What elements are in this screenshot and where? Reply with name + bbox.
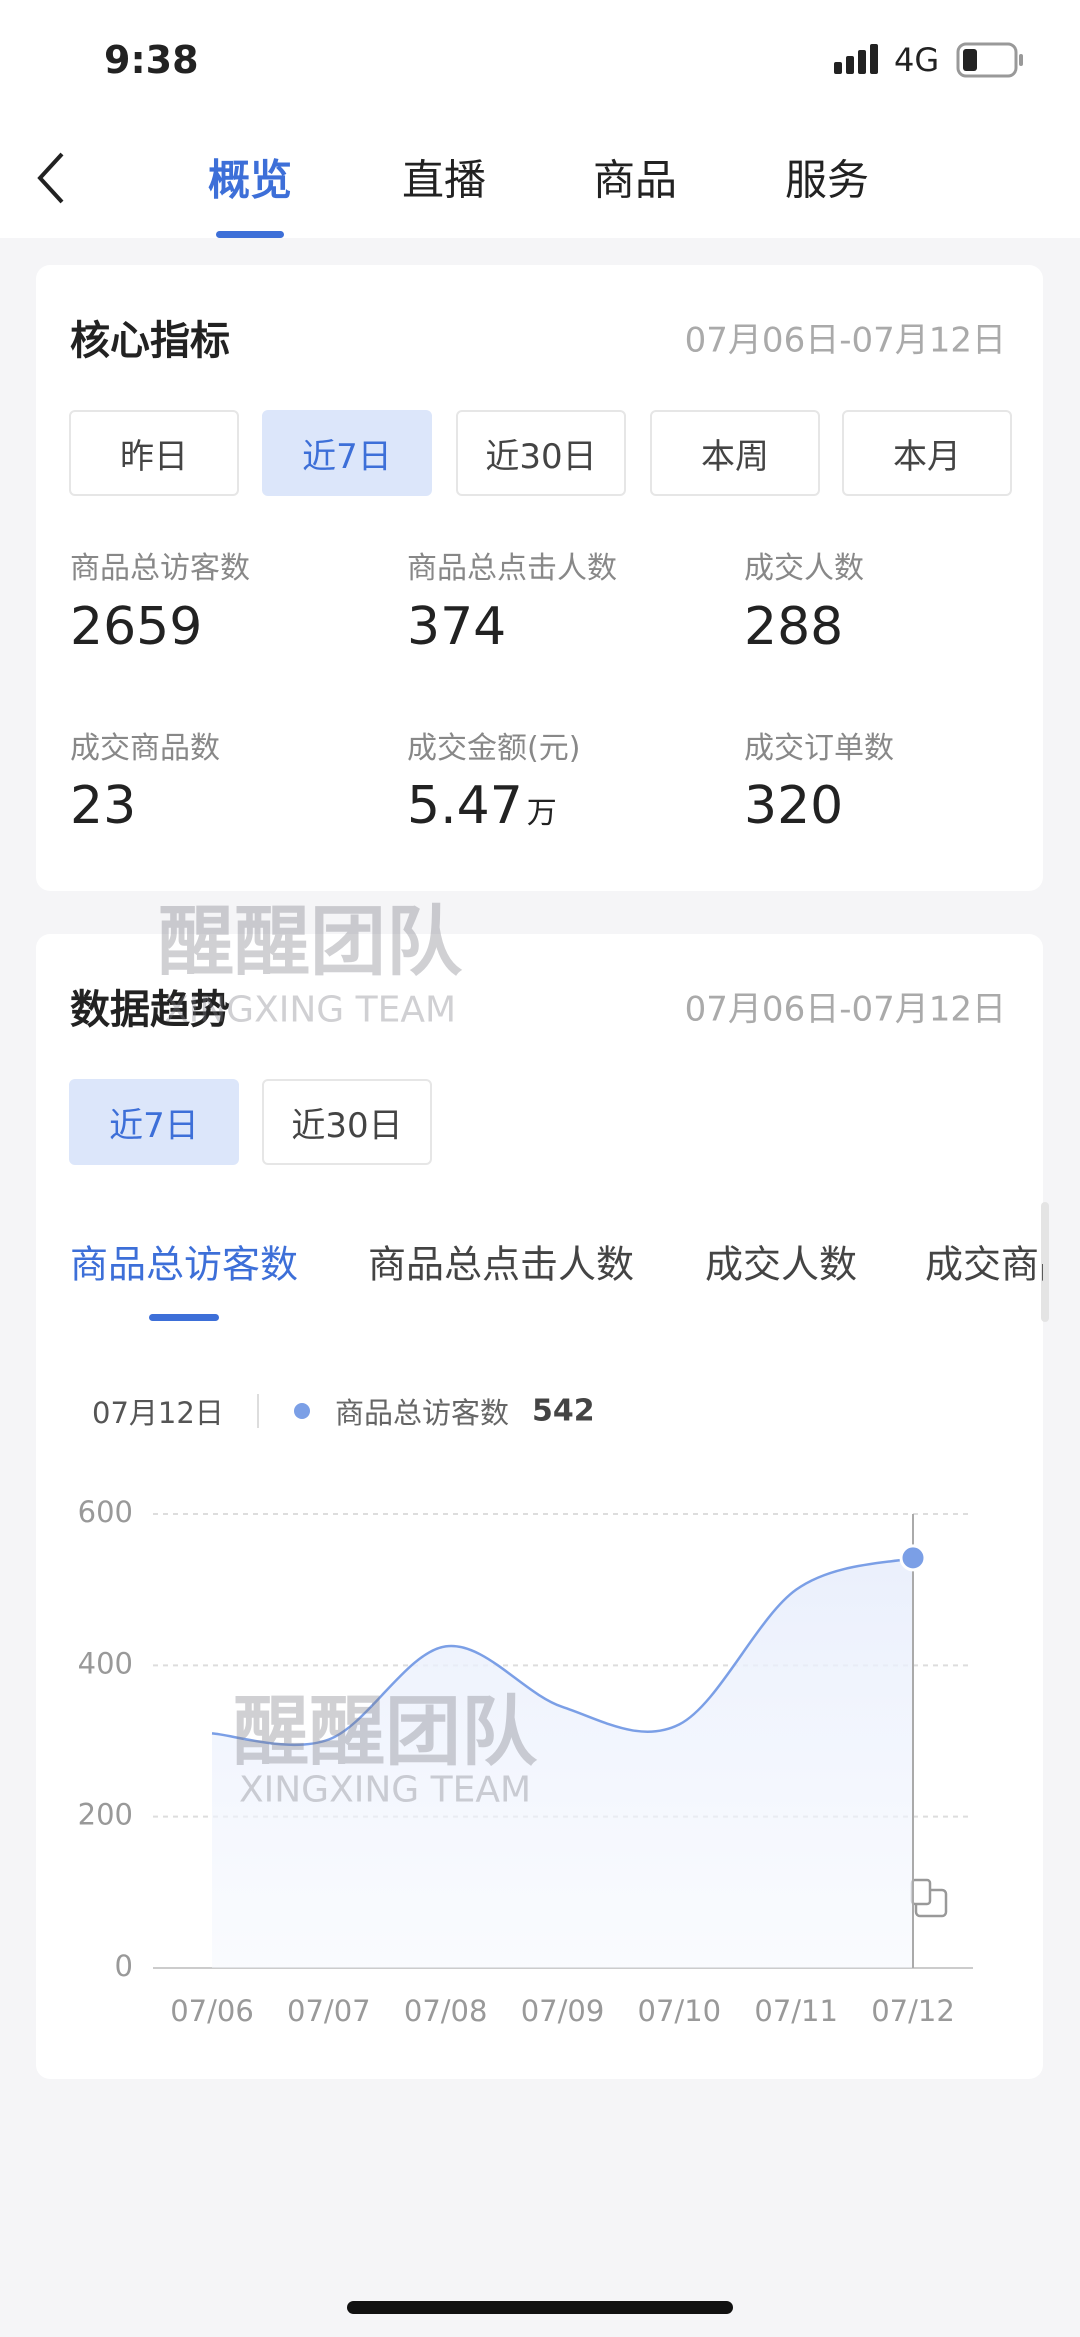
x-tick-label: 07/10 (638, 1994, 722, 2028)
x-tick-label: 07/08 (404, 1994, 488, 2028)
nav-tab[interactable]: 概览 (207, 155, 293, 205)
metric-number: 320 (744, 776, 844, 836)
date-range: 07月06日-07月12日 (684, 989, 1006, 1030)
back-button[interactable] (34, 150, 68, 206)
watermark: 醒醒团队 (233, 1687, 537, 1776)
x-tick-label: 07/11 (754, 1994, 838, 2028)
metric-label: 成交人数 (744, 551, 864, 586)
metric-value: 320 (744, 776, 843, 836)
watermark-subtext: XINGXING TEAM (163, 989, 457, 1031)
tooltip-separator (257, 1394, 259, 1428)
point (899, 1544, 927, 1572)
header (0, 0, 1080, 238)
tooltip-name: 商品总访客数 (335, 1396, 510, 1430)
metric-unit: 万 (526, 796, 557, 831)
x-tick-label: 07/09 (521, 1994, 605, 2028)
y-tick-label: 600 (78, 1495, 133, 1529)
home-indicator (347, 2301, 733, 2314)
network-label: 4G (894, 41, 940, 79)
metric-label: 商品总点击人数 (407, 551, 617, 586)
period-button[interactable]: 昨日 (69, 410, 239, 496)
date-range: 07月06日-07月12日 (684, 320, 1006, 361)
card-title: 数据趋势 (70, 987, 230, 1033)
metric-label: 成交订单数 (744, 731, 894, 766)
metric-label: 商品总访客数 (70, 551, 250, 586)
metric-value: 374 (407, 597, 506, 657)
rotate-icon[interactable] (910, 1878, 948, 1918)
metric-number: 5.47 (407, 776, 523, 836)
x-tick-label: 07/06 (170, 1994, 254, 2028)
period-button[interactable]: 近30日 (262, 1079, 432, 1165)
period-button[interactable]: 本月 (842, 410, 1012, 496)
status-time: 9:38 (104, 38, 199, 82)
y-tick-label: 200 (78, 1798, 133, 1832)
card-title: 核心指标 (70, 318, 230, 364)
period-button[interactable]: 本周 (650, 410, 820, 496)
metric-value: 2659 (70, 597, 202, 657)
metric-tab[interactable]: 商品总点击人数 (368, 1242, 635, 1287)
y-tick-label: 400 (78, 1646, 133, 1680)
y-tick-label: 0 (115, 1949, 133, 1983)
watermark: 醒醒团队 (158, 897, 462, 986)
metric-value: 23 (70, 776, 136, 836)
tab-underline (149, 1314, 219, 1321)
metric-number: 288 (744, 597, 844, 657)
metric-label: 成交商品数 (70, 731, 220, 766)
nav-tab[interactable]: 直播 (401, 155, 487, 205)
metric-number: 2659 (70, 597, 203, 657)
metric-tab[interactable]: 成交商品数 (925, 1242, 1043, 1287)
line (211, 1556, 914, 1747)
metric-number: 23 (70, 776, 137, 836)
metric-label: 成交金额(元) (407, 731, 581, 766)
battery-icon (956, 42, 1023, 78)
metric-number: 374 (407, 597, 507, 657)
nav-tab[interactable]: 服务 (784, 155, 870, 205)
core-metrics-card (36, 265, 1043, 891)
nav-tab[interactable]: 商品 (592, 155, 678, 205)
metric-value: 288 (744, 597, 843, 657)
metric-tab[interactable]: 商品总访客数 (70, 1242, 299, 1287)
period-button[interactable]: 近7日 (69, 1079, 239, 1165)
tooltip-value: 542 (532, 1393, 595, 1429)
metric-tab[interactable]: 成交人数 (705, 1242, 858, 1287)
scroll-indicator (1041, 1202, 1049, 1322)
x-tick-label: 07/07 (287, 1994, 371, 2028)
tooltip-dot (294, 1403, 310, 1419)
signal-icon (834, 44, 878, 74)
period-button[interactable]: 近30日 (456, 410, 626, 496)
x-tick-label: 07/12 (871, 1994, 955, 2028)
tooltip-date: 07月12日 (92, 1396, 224, 1430)
watermark-subtext: XINGXING TEAM (238, 1769, 532, 1811)
metric-value: 5.47 万 (407, 776, 557, 836)
nav-underline (216, 231, 284, 238)
period-button[interactable]: 近7日 (262, 410, 432, 496)
